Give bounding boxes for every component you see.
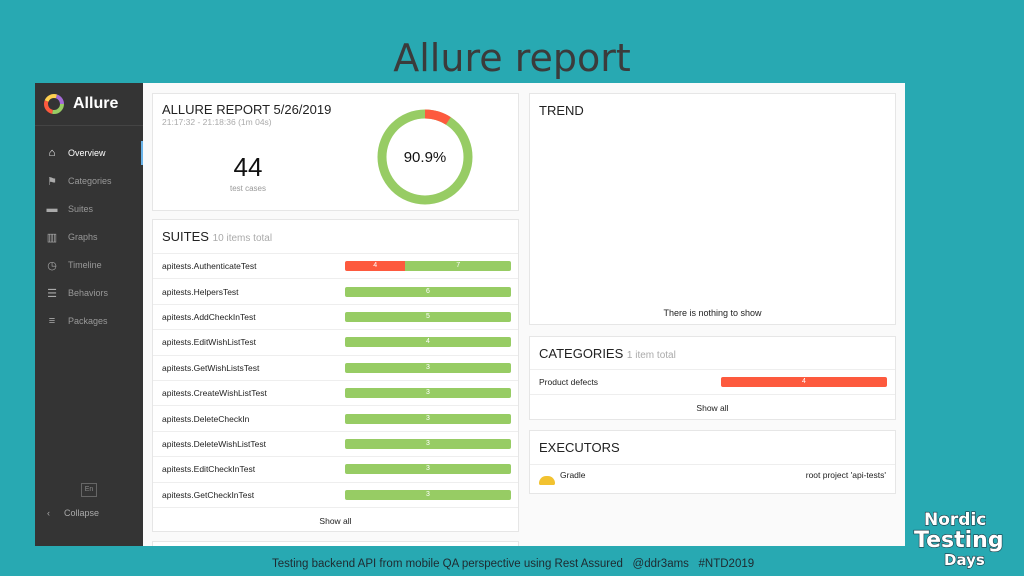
- executors-title: EXECUTORS: [539, 440, 620, 455]
- briefcase-icon: ▬: [46, 203, 58, 215]
- collapse-label: Collapse: [64, 508, 100, 518]
- bar-chart-icon: ▥: [46, 231, 58, 244]
- sidebar-item-behaviors[interactable]: ☰ Behaviors: [35, 279, 143, 307]
- passed-segment: 3: [345, 413, 511, 424]
- suite-name: apitests.AddCheckInTest: [162, 311, 256, 322]
- category-row[interactable]: Product defects 4: [530, 369, 895, 394]
- next-card: [152, 541, 519, 546]
- suite-name: apitests.AuthenticateTest: [162, 261, 257, 272]
- suite-name: apitests.EditWishListTest: [162, 337, 257, 348]
- passed-segment: 6: [345, 286, 511, 297]
- svg-text:Days: Days: [944, 551, 985, 569]
- sidebar-item-suites[interactable]: ▬ Suites: [35, 195, 143, 223]
- sidebar-item-overview[interactable]: ⌂ Overview: [35, 139, 143, 167]
- sidebar-item-label: Suites: [68, 204, 94, 214]
- sidebar-item-label: Packages: [68, 316, 108, 326]
- sidebar-item-timeline[interactable]: ◷ Timeline: [35, 251, 143, 279]
- suite-row[interactable]: apitests.EditCheckInTest 3: [153, 456, 518, 481]
- brand-name: Allure: [73, 95, 119, 112]
- home-icon: ⌂: [48, 147, 56, 159]
- sidebar-item-label: Graphs: [68, 232, 98, 242]
- slide-footer: Testing backend API from mobile QA persp…: [272, 558, 755, 570]
- sidebar-item-packages[interactable]: ≡ Packages: [35, 307, 143, 335]
- suite-row[interactable]: apitests.CreateWishListTest 3: [153, 379, 518, 405]
- passed-segment: 4: [345, 337, 511, 348]
- report-title: ALLURE REPORT 5/26/2019: [162, 102, 332, 117]
- categories-show-all[interactable]: Show all: [530, 394, 895, 420]
- suite-name: apitests.DeleteWishListTest: [162, 438, 266, 449]
- suites-header: SUITES 10 items total: [153, 220, 518, 253]
- align-left-icon: ≡: [48, 315, 56, 327]
- language-button[interactable]: En: [81, 483, 97, 497]
- svg-text:Nordic: Nordic: [924, 510, 986, 530]
- trend-title: TREND: [539, 103, 584, 118]
- clock-icon: ◷: [47, 259, 57, 272]
- sidebar-item-categories[interactable]: ⚑ Categories: [35, 167, 143, 195]
- chevron-left-icon: ‹: [47, 508, 50, 518]
- failed-segment: 4: [345, 261, 406, 272]
- divider: [35, 125, 143, 126]
- trend-card: TREND There is nothing to show: [529, 93, 896, 325]
- passed-segment: 7: [405, 261, 511, 272]
- donut-failed: [377, 109, 473, 205]
- collapse-button[interactable]: ‹ Collapse: [47, 508, 99, 518]
- suite-row[interactable]: apitests.DeleteWishListTest 3: [153, 430, 518, 456]
- sidebar-item-label: Overview: [68, 148, 106, 158]
- report-time: 21:17:32 - 21:18:36 (1m 04s): [162, 117, 272, 127]
- executors-card: EXECUTORS Gradle root project 'api-tests…: [529, 430, 896, 494]
- categories-header: CATEGORIES 1 item total: [530, 337, 895, 369]
- sidebar-item-label: Timeline: [68, 260, 102, 270]
- sidebar-item-label: Behaviors: [68, 288, 109, 298]
- suite-row[interactable]: apitests.DeleteCheckIn 3: [153, 405, 518, 430]
- flag-icon: ⚑: [47, 175, 57, 188]
- suite-row[interactable]: apitests.GetCheckInTest 3: [153, 481, 518, 507]
- suite-row[interactable]: apitests.GetWishListsTest 3: [153, 354, 518, 380]
- categories-card: CATEGORIES 1 item total Product defects …: [529, 336, 896, 420]
- list-icon: ☰: [47, 287, 57, 300]
- svg-text:Testing: Testing: [914, 528, 1004, 553]
- slide-title: Allure report: [393, 36, 631, 80]
- success-percent: 90.9%: [404, 149, 447, 166]
- passed-segment: 3: [345, 464, 511, 475]
- test-count: 44: [233, 152, 263, 182]
- passed-segment: 3: [345, 362, 511, 373]
- categories-count: 1 item total: [626, 350, 676, 361]
- passed-segment: 5: [345, 311, 511, 322]
- categories-title: CATEGORIES: [539, 346, 624, 361]
- summary-card: ALLURE REPORT 5/26/2019 21:17:32 - 21:18…: [152, 93, 519, 211]
- nordic-testing-days-logo: Nordic Testing Days: [913, 509, 1004, 569]
- suite-name: apitests.HelpersTest: [162, 286, 239, 297]
- category-bar: 4: [802, 378, 806, 386]
- category-name: Product defects: [539, 377, 599, 388]
- suite-name: apitests.DeleteCheckIn: [162, 413, 250, 424]
- suite-row[interactable]: apitests.AuthenticateTest 4 7: [153, 253, 518, 278]
- passed-segment: 3: [345, 388, 511, 399]
- allure-screenshot: Allure ⌂ Overview ⚑ Categories ▬ Suites ▥ Graph…: [35, 83, 905, 546]
- success-donut: 90.9%: [377, 109, 473, 205]
- suites-count: 10 items total: [212, 233, 273, 244]
- executor-name: Gradle: [560, 470, 586, 481]
- suite-name: apitests.GetWishListsTest: [162, 362, 260, 373]
- hardhat-icon: [539, 475, 555, 485]
- sidebar: Allure ⌂ Overview ⚑ Categories ▬ Suites ▥ Graph…: [35, 83, 143, 546]
- suite-name: apitests.EditCheckInTest: [162, 464, 256, 475]
- trend-empty: There is nothing to show: [663, 308, 762, 318]
- suite-name: apitests.GetCheckInTest: [162, 489, 255, 500]
- executor-row: Gradle root project 'api-tests': [530, 464, 895, 489]
- suites-card: SUITES 10 items total apitests.Authentic…: [152, 219, 519, 532]
- allure-logo: Allure: [43, 93, 118, 115]
- suites-title: SUITES: [162, 229, 209, 244]
- sidebar-item-graphs[interactable]: ▥ Graphs: [35, 223, 143, 251]
- sidebar-item-label: Categories: [68, 176, 112, 186]
- suite-row[interactable]: apitests.EditWishListTest 4: [153, 329, 518, 354]
- suites-show-all[interactable]: Show all: [153, 506, 518, 533]
- suite-row[interactable]: apitests.HelpersTest 6: [153, 278, 518, 303]
- passed-segment: 3: [345, 489, 511, 500]
- suite-name: apitests.CreateWishListTest: [162, 388, 267, 399]
- executor-detail: root project 'api-tests': [805, 470, 886, 481]
- passed-segment: 3: [345, 438, 511, 449]
- suite-row[interactable]: apitests.AddCheckInTest 5: [153, 303, 518, 329]
- test-count-label: test cases: [229, 184, 266, 193]
- allure-logo-icon: [44, 94, 64, 114]
